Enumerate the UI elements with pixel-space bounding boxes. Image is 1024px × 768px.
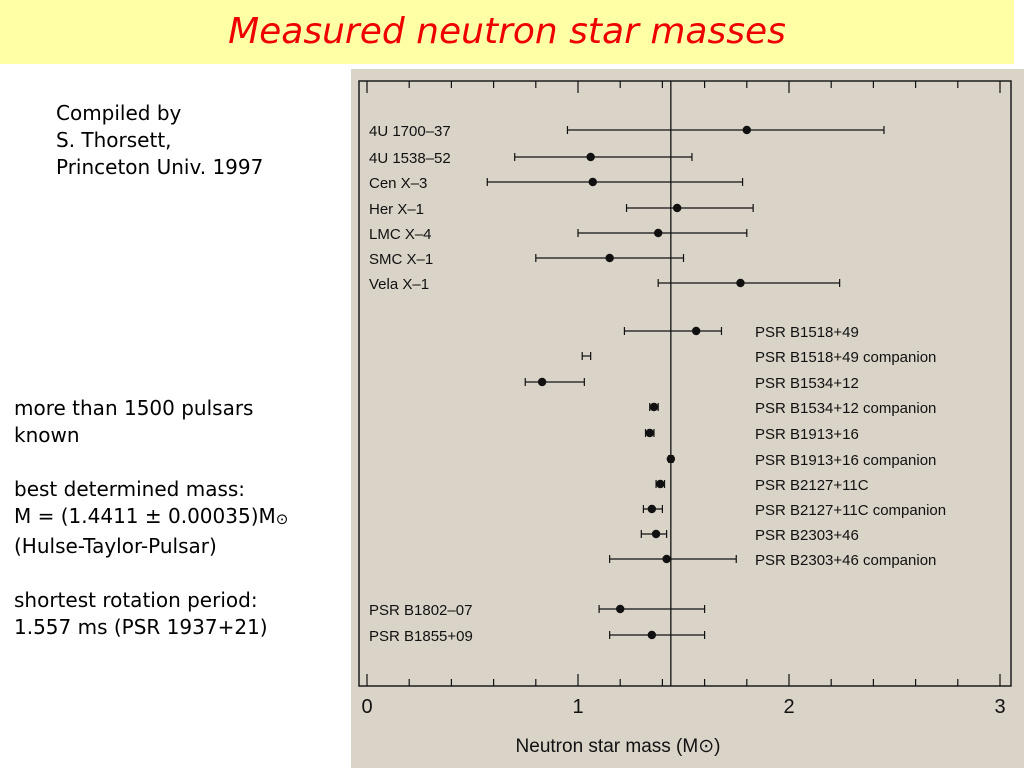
point-label: PSR B2303+46 bbox=[755, 527, 859, 544]
data-point bbox=[691, 326, 701, 336]
point-label: PSR B1518+49 bbox=[755, 324, 859, 341]
point-label: Vela X–1 bbox=[369, 276, 429, 293]
rotation-heading: shortest rotation period: bbox=[14, 588, 258, 612]
credit-note: Compiled by S. Thorsett, Princeton Univ.… bbox=[56, 100, 263, 181]
mass-chart: 0 1 2 3 Neutron star mass (M⊙) 4U 1700–37 4U 1… bbox=[358, 80, 1012, 757]
data-point bbox=[662, 554, 671, 564]
title-bar bbox=[0, 0, 1014, 64]
x-tick-label: 3 bbox=[994, 696, 1005, 718]
data-point bbox=[616, 604, 625, 614]
point-label: 4U 1538–52 bbox=[369, 150, 451, 167]
data-point bbox=[645, 428, 654, 438]
point-label: Her X–1 bbox=[369, 201, 424, 218]
facts-note: more than 1500 pulsars known best determ… bbox=[14, 395, 288, 641]
best-mass-source: (Hulse-Taylor-Pulsar) bbox=[14, 534, 217, 558]
data-point bbox=[647, 630, 657, 640]
point-label: 4U 1700–37 bbox=[369, 123, 451, 140]
point-label: SMC X–1 bbox=[369, 251, 433, 268]
data-point bbox=[537, 377, 547, 387]
plot-frame bbox=[358, 80, 1012, 687]
credit-line-3: Princeton Univ. 1997 bbox=[56, 155, 264, 179]
solar-symbol: ⊙ bbox=[275, 510, 289, 528]
rotation-value: 1.557 ms (PSR 1937+21) bbox=[14, 615, 268, 639]
data-point bbox=[605, 253, 614, 263]
data-point bbox=[647, 504, 657, 514]
credit-line-1: Compiled by bbox=[56, 101, 182, 125]
point-label: PSR B1913+16 bbox=[755, 426, 859, 443]
best-mass-line: M = (1.4411 ± 0.00035)M⊙ bbox=[14, 503, 288, 533]
data-point bbox=[742, 125, 751, 135]
point-label: PSR B1855+09 bbox=[369, 628, 473, 645]
point-label: PSR B1518+49 companion bbox=[755, 349, 936, 366]
point-label: PSR B1534+12 companion bbox=[755, 400, 936, 417]
data-point bbox=[656, 479, 665, 489]
point-label: LMC X–4 bbox=[369, 226, 432, 243]
chart-area: 0 1 2 3 Neutron star mass (M⊙) 4U 1700–37 4U 1… bbox=[351, 69, 1024, 768]
data-point bbox=[649, 402, 659, 412]
x-tick-label: 0 bbox=[361, 696, 372, 718]
data-point bbox=[736, 278, 745, 288]
pulsar-count-line-1: more than 1500 pulsars bbox=[14, 396, 254, 420]
data-point bbox=[653, 228, 663, 238]
point-label: PSR B2127+11C companion bbox=[755, 502, 946, 519]
data-point bbox=[586, 152, 595, 162]
x-tick-label: 2 bbox=[783, 696, 794, 718]
page-title: Measured neutron star masses bbox=[228, 11, 786, 52]
credit-line-2: S. Thorsett, bbox=[56, 128, 172, 152]
best-mass-heading: best determined mass: bbox=[14, 477, 246, 501]
x-axis-label: Neutron star mass (M⊙) bbox=[516, 736, 721, 757]
point-label: PSR B1802–07 bbox=[369, 602, 472, 619]
point-label: Cen X–3 bbox=[369, 175, 427, 192]
pulsar-count-line-2: known bbox=[14, 423, 80, 447]
data-point bbox=[651, 529, 661, 539]
data-point bbox=[666, 454, 676, 464]
x-tick-label: 1 bbox=[572, 696, 583, 718]
point-label: PSR B2127+11C bbox=[755, 477, 869, 494]
best-mass-value: M = (1.4411 ± 0.00035)M bbox=[14, 504, 276, 528]
point-label: PSR B1534+12 bbox=[755, 375, 859, 392]
data-point bbox=[672, 203, 682, 213]
point-label: PSR B2303+46 companion bbox=[755, 552, 936, 569]
data-point bbox=[588, 177, 597, 187]
point-label: PSR B1913+16 companion bbox=[755, 452, 936, 469]
